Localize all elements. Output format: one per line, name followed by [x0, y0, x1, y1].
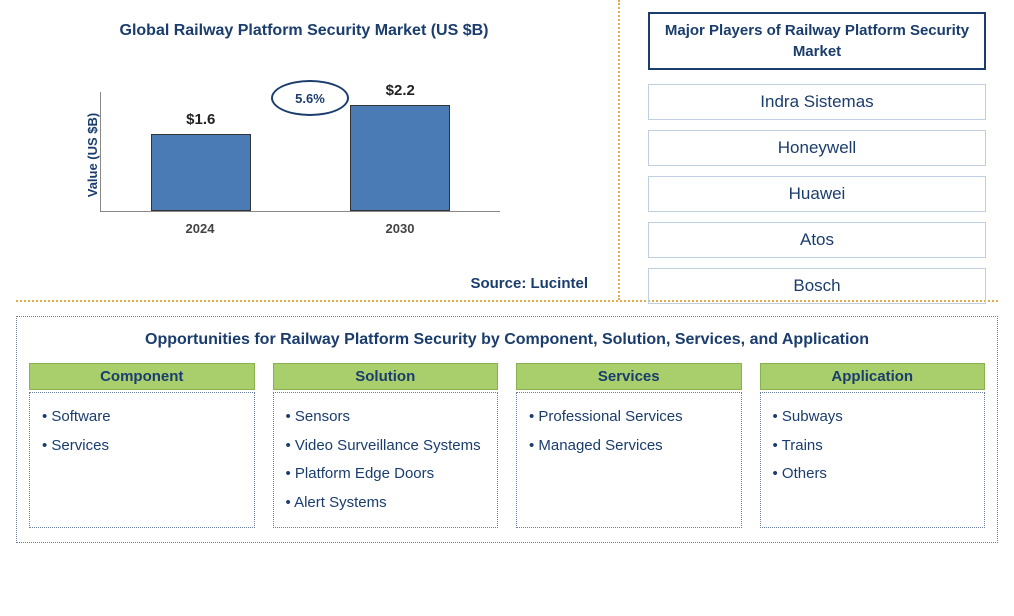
- opportunity-column-header: Application: [760, 363, 986, 390]
- x-label-2024: 2024: [150, 221, 250, 236]
- x-axis-labels: 2024 2030: [100, 221, 500, 236]
- player-item: Honeywell: [648, 130, 986, 166]
- opportunity-column: ServicesProfessional ServicesManaged Ser…: [516, 363, 742, 528]
- player-item: Bosch: [648, 268, 986, 304]
- opportunity-item: Platform Edge Doors: [286, 460, 486, 489]
- y-axis-label: Value (US $B): [85, 113, 100, 198]
- opportunity-item: Video Surveillance Systems: [286, 432, 486, 461]
- bar-group-2030: $2.2: [350, 82, 450, 211]
- opportunity-item-list: SoftwareServices: [29, 392, 255, 528]
- players-list: Indra Sistemas Honeywell Huawei Atos Bosch: [648, 84, 986, 304]
- opportunity-column: ApplicationSubwaysTrainsOthers: [760, 363, 986, 528]
- opportunities-columns: ComponentSoftwareServicesSolutionSensors…: [29, 363, 985, 528]
- opportunities-title: Opportunities for Railway Platform Secur…: [29, 327, 985, 349]
- top-section: Global Railway Platform Security Market …: [0, 0, 1014, 300]
- bar-value-label: $2.2: [386, 82, 415, 99]
- opportunity-item: Services: [42, 432, 242, 461]
- source-label: Source: Lucintel: [470, 275, 588, 292]
- bar-group-2024: $1.6: [151, 111, 251, 211]
- bar-chart: Value (US $B) 5.6% $1.6 $2.2: [100, 70, 500, 240]
- opportunity-item: Software: [42, 403, 242, 432]
- opportunity-item-list: SubwaysTrainsOthers: [760, 392, 986, 528]
- bar-2024: [151, 134, 251, 211]
- opportunities-section: Opportunities for Railway Platform Secur…: [16, 316, 998, 543]
- bar-value-label: $1.6: [186, 111, 215, 128]
- opportunity-item: Trains: [773, 432, 973, 461]
- opportunity-item: Alert Systems: [286, 489, 486, 518]
- opportunity-column-header: Solution: [273, 363, 499, 390]
- bar-2030: [350, 105, 450, 211]
- player-item: Huawei: [648, 176, 986, 212]
- opportunity-column-header: Services: [516, 363, 742, 390]
- opportunity-item: Others: [773, 460, 973, 489]
- opportunity-item: Managed Services: [529, 432, 729, 461]
- opportunity-item: Professional Services: [529, 403, 729, 432]
- opportunity-column: ComponentSoftwareServices: [29, 363, 255, 528]
- chart-title: Global Railway Platform Security Market …: [10, 22, 598, 40]
- chart-panel: Global Railway Platform Security Market …: [0, 0, 620, 300]
- opportunity-item-list: SensorsVideo Surveillance SystemsPlatfor…: [273, 392, 499, 528]
- player-item: Atos: [648, 222, 986, 258]
- opportunity-item: Subways: [773, 403, 973, 432]
- opportunity-column: SolutionSensorsVideo Surveillance System…: [273, 363, 499, 528]
- x-label-2030: 2030: [350, 221, 450, 236]
- opportunity-item-list: Professional ServicesManaged Services: [516, 392, 742, 528]
- opportunity-item: Sensors: [286, 403, 486, 432]
- player-item: Indra Sistemas: [648, 84, 986, 120]
- players-title: Major Players of Railway Platform Securi…: [648, 12, 986, 70]
- growth-rate-label: 5.6%: [271, 80, 349, 116]
- major-players-panel: Major Players of Railway Platform Securi…: [620, 0, 1014, 300]
- opportunity-column-header: Component: [29, 363, 255, 390]
